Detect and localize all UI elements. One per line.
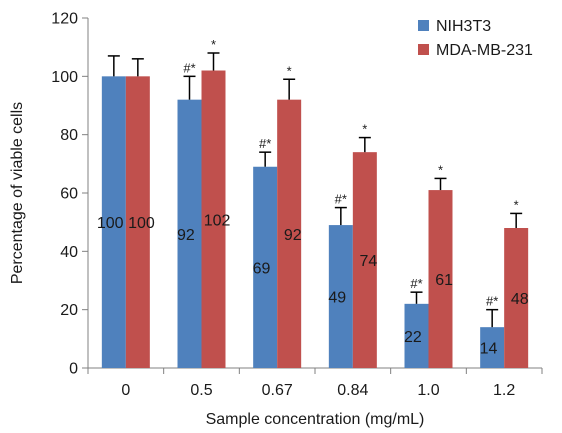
data-labels: 100 100 #* 92 * 102 #* 69 * 92 #* 49 * 74 #* 22 * 61 #* 14 *… [97, 37, 529, 358]
bar-nih3t3 [177, 99, 202, 369]
y-tick-label: 100 [51, 69, 78, 86]
significance-mark-mda-mb-231: * [438, 162, 443, 177]
y-axis-title: Percentage of viable cells [9, 102, 26, 284]
x-tick-label: 1.2 [493, 382, 515, 399]
data-label-mda-mb-231: 92 [284, 227, 302, 244]
data-label-nih3t3: 69 [253, 260, 271, 277]
bars [101, 52, 529, 369]
data-label-nih3t3: 92 [177, 227, 195, 244]
data-label-mda-mb-231: 61 [435, 272, 453, 289]
data-label-nih3t3: 100 [97, 215, 124, 232]
bar-mda-mb-231 [352, 152, 377, 368]
data-label-mda-mb-231: 74 [360, 253, 378, 270]
legend: NIH3T3 MDA-MB-231 [418, 18, 533, 59]
significance-mark-mda-mb-231: * [362, 122, 367, 137]
bar-nih3t3 [328, 225, 353, 368]
significance-mark-nih3t3: #* [259, 136, 271, 151]
bar-mda-mb-231 [277, 99, 302, 369]
significance-mark-mda-mb-231: * [287, 63, 292, 78]
legend-swatch-nih3t3 [418, 20, 429, 31]
bar-mda-mb-231 [428, 190, 453, 368]
axes: 0 20 40 60 80 100 120 0 0.5 0.67 0.84 1.0 1.2 [51, 11, 543, 399]
y-tick-label: 20 [60, 302, 78, 319]
x-tick-label: 0 [121, 382, 130, 399]
x-tick-label: 0.5 [190, 382, 212, 399]
x-tick-label: 1.0 [417, 382, 439, 399]
bar-mda-mb-231 [125, 76, 150, 368]
bar-nih3t3 [480, 327, 505, 368]
data-label-mda-mb-231: 100 [128, 215, 155, 232]
x-tick-label: 0.84 [337, 382, 368, 399]
legend-swatch-mda-mb-231 [418, 44, 429, 55]
data-label-nih3t3: 14 [480, 341, 498, 358]
significance-mark-nih3t3: #* [183, 60, 195, 75]
bar-mda-mb-231 [504, 228, 529, 368]
y-tick-label: 60 [60, 186, 78, 203]
x-tick-label: 0.67 [262, 382, 293, 399]
data-label-mda-mb-231: 102 [204, 212, 231, 229]
data-label-nih3t3: 49 [328, 290, 346, 307]
significance-mark-nih3t3: #* [410, 276, 422, 291]
data-label-mda-mb-231: 48 [511, 291, 529, 308]
bar-nih3t3 [101, 76, 126, 368]
bar-mda-mb-231 [201, 70, 226, 368]
significance-mark-mda-mb-231: * [211, 37, 216, 52]
legend-label-mda-mb-231: MDA-MB-231 [436, 42, 533, 59]
y-axis-title-group: Percentage of viable cells [9, 102, 26, 284]
y-tick-label: 0 [69, 361, 78, 378]
x-axis-title: Sample concentration (mg/mL) [206, 411, 425, 428]
y-tick-label: 120 [51, 11, 78, 28]
significance-mark-nih3t3: #* [335, 192, 347, 207]
bar-nih3t3 [404, 303, 429, 368]
significance-mark-nih3t3: #* [486, 294, 498, 309]
data-label-nih3t3: 22 [404, 329, 422, 346]
legend-label-nih3t3: NIH3T3 [436, 18, 491, 35]
y-tick-label: 80 [60, 127, 78, 144]
bar-nih3t3 [253, 166, 278, 368]
significance-mark-mda-mb-231: * [514, 197, 519, 212]
y-tick-label: 40 [60, 244, 78, 261]
